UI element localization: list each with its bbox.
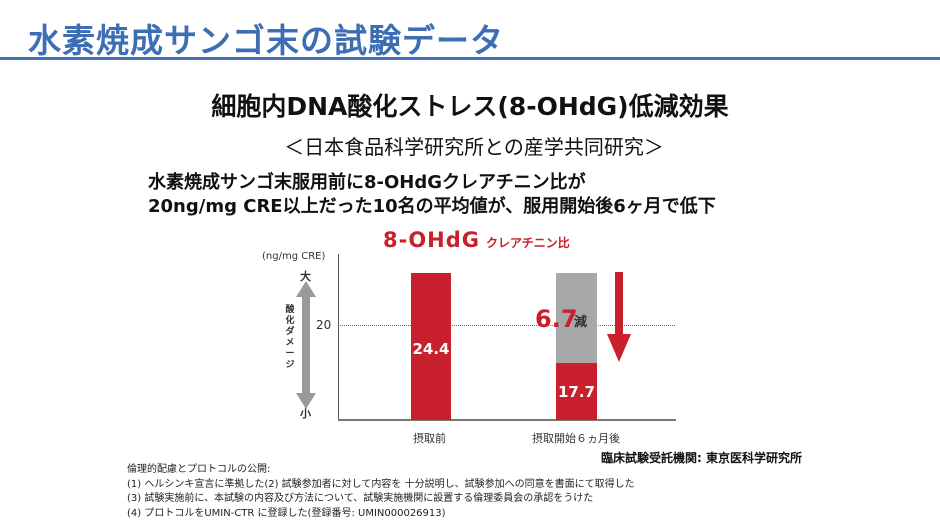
chart-title-sub: クレアチニン比: [486, 236, 570, 250]
reduction-suffix: 減: [574, 315, 588, 330]
reference-line-20: [340, 325, 675, 326]
y-axis-line: [338, 254, 339, 420]
y-axis-unit: (ng/mg CRE): [262, 251, 326, 262]
research-institute: 臨床試験受託機関: 東京医科学研究所: [601, 451, 802, 465]
y-tick-20: 20: [316, 318, 332, 332]
down-arrow-icon: [607, 272, 631, 362]
caption-char: メ: [285, 338, 295, 348]
caption-char: 酸: [285, 305, 295, 315]
section-heading: 細胞内DNA酸化ストレス(8-OHdG)低減効果: [211, 92, 729, 121]
reduction-value: 6.7: [535, 305, 578, 333]
description-line-1: 水素焼成サンゴ末服用前に8-OHdGクレアチニン比が: [148, 172, 586, 193]
caption-char: ジ: [285, 360, 295, 370]
bar-after: 17.7: [556, 363, 597, 420]
caption-char: ー: [285, 349, 295, 359]
bar-before: 24.4: [411, 273, 451, 420]
caption-char: 化: [285, 316, 295, 326]
title-divider: [0, 57, 940, 60]
bar-before-value: 24.4: [412, 340, 450, 358]
y-axis-small-label: 小: [300, 407, 311, 420]
caption-char: ダ: [285, 327, 295, 337]
x-label-after: 摂取開始６ヵ月後: [532, 432, 620, 445]
x-axis-line: [338, 419, 676, 421]
bar-after-value: 17.7: [557, 383, 595, 401]
ethics-note-2: (3) 試験実施前に、本試験の内容及び方法について、試験実施機関に設置する倫理委…: [127, 493, 594, 504]
ethics-note-1: (1) ヘルシンキ宣言に準拠した(2) 試験参加者に対して内容を 十分説明し、試…: [127, 479, 635, 490]
chart-title-main: 8-OHdG: [383, 228, 481, 252]
chart-title: 8-OHdG クレアチニン比: [383, 228, 570, 252]
ethics-note-3: (4) プロトコルをUMIN-CTR に登録した(登録番号: UMIN00002…: [127, 508, 446, 519]
page-title: 水素焼成サンゴ末の試験データ: [28, 21, 504, 60]
x-label-before: 摂取前: [413, 432, 446, 445]
y-axis-caption: 酸 化 ダ メ ー ジ: [284, 305, 296, 371]
section-subheading: ＜日本食品科学研究所との産学共同研究＞: [284, 135, 664, 159]
description-line-2: 20ng/mg CRE以上だった10名の平均値が、服用開始後6ヶ月で低下: [148, 196, 716, 217]
y-axis-large-label: 大: [300, 270, 311, 283]
bar-reduction-segment: [556, 273, 597, 363]
ethics-note-heading: 倫理的配慮とプロトコルの公開:: [127, 464, 271, 475]
double-arrow-icon: [296, 281, 316, 409]
